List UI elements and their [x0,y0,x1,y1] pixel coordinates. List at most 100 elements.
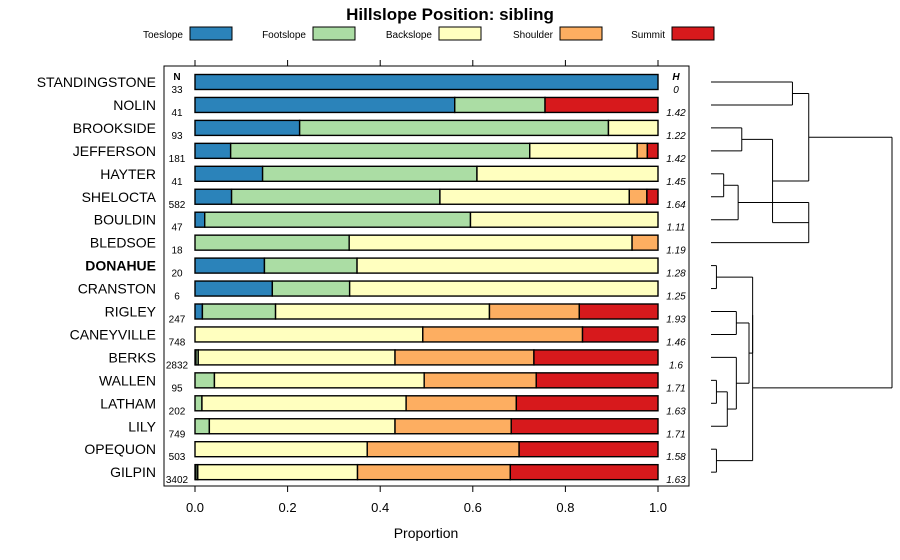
bar-segment-backslope [274,303,491,320]
bar-segment-shoulder [366,441,520,458]
bar-segment-footslope [271,280,351,297]
h-value: 1.58 [666,452,686,463]
bar-segment-footslope [194,418,211,435]
bar-segment-summit [509,463,659,481]
n-value: 47 [171,223,183,234]
legend: Toeslope Footslope Backslope Shoulder Summit [143,26,715,41]
h-value: 1.63 [666,406,686,417]
n-header: N [173,72,180,83]
bar-segment-footslope [263,257,358,274]
n-value: 95 [171,383,183,394]
bar-row-shelocta: SHELOCTA 582 1.64 [82,188,686,211]
bar-row-caneyville: CANEYVILLE 748 1.46 [70,326,686,348]
bar-segment-shoulder [423,372,537,389]
bar-segment-shoulder [394,418,512,435]
row-label: CANEYVILLE [70,326,156,342]
x-axis-label: Proportion [394,525,459,541]
bar-segment-footslope [201,303,277,320]
bar-segment-shoulder [394,349,535,366]
h-value: 1.42 [666,108,686,119]
bar-row-rigley: RIGLEY 247 1.93 [105,303,686,326]
n-value: 749 [169,429,186,440]
bar-segment-backslope [197,463,359,481]
row-label: DONAHUE [85,258,156,274]
plot-area: N H STANDINGSTONE 33 0 NOLIN 41 1.42 BROOKSIDE 93… [37,60,690,515]
bar-segment-summit [646,188,659,205]
bar-segment-shoulder [631,234,659,251]
n-value: 748 [169,337,186,348]
row-label: SHELOCTA [82,189,157,205]
h-value: 1.22 [666,131,686,142]
bar-segment-toeslope [194,188,233,205]
bar-segment-footslope [194,234,350,251]
h-value: 1.25 [666,292,686,303]
bar-segment-summit [518,441,659,458]
n-value: 6 [174,292,180,303]
bar-row-wallen: WALLEN 95 1.71 [99,372,686,394]
bar-segment-footslope [298,119,610,137]
bar-row-lily: LILY 749 1.71 [128,418,686,440]
row-label: BERKS [109,349,156,365]
bar-segment-toeslope [194,165,264,183]
h-value: 1.45 [666,177,686,188]
bar-segment-summit [544,96,659,114]
bar-segment-footslope [454,96,546,114]
legend-label-toeslope: Toeslope [143,30,183,41]
row-label: CRANSTON [78,281,156,297]
n-value: 202 [169,406,186,417]
bar-segment-footslope [261,165,478,183]
row-label: JEFFERSON [73,143,156,159]
row-label: HAYTER [100,166,156,182]
bar-segment-toeslope [194,142,232,160]
legend-swatch-shoulder [559,26,603,41]
x-tick-label: 0.0 [186,500,204,515]
bar-segment-backslope [476,165,659,183]
bar-row-latham: LATHAM 202 1.63 [100,395,686,417]
bar-segment-backslope [197,349,396,366]
bar-segment-shoulder [636,142,649,160]
bar-row-standingstone: STANDINGSTONE 33 0 [37,73,679,96]
row-label: STANDINGSTONE [37,74,156,90]
bar-segment-summit [510,418,659,435]
legend-label-backslope: Backslope [386,30,433,41]
row-label: LILY [128,418,156,434]
n-value: 2832 [166,360,189,371]
bar-segment-toeslope [194,119,301,137]
row-label: BROOKSIDE [73,120,156,136]
h-header: H [672,72,680,83]
bar-segment-toeslope [194,96,456,114]
bar-segment-backslope [348,280,659,297]
n-value: 247 [169,315,186,326]
bar-segment-backslope [194,441,368,458]
bar-segment-backslope [208,418,396,435]
bar-row-nolin: NOLIN 41 1.42 [113,96,686,119]
h-value: 1.19 [666,246,686,257]
legend-swatch-toeslope [189,26,233,41]
legend-label-summit: Summit [631,30,665,41]
chart-title: Hillslope Position: sibling [346,5,554,24]
bar-segment-toeslope [194,211,206,228]
bar-segment-footslope [194,372,216,389]
bar-segment-shoulder [488,303,580,320]
bar-segment-shoulder [422,326,584,343]
x-tick-label: 0.8 [556,500,574,515]
legend-label-shoulder: Shoulder [513,30,554,41]
n-value: 3402 [166,475,189,486]
bar-segment-footslope [194,395,203,412]
h-value: 1.6 [669,360,683,371]
bar-segment-backslope [607,119,659,137]
plot-frame [163,65,690,487]
bar-segment-backslope [439,188,630,205]
bar-segment-shoulder [405,395,518,412]
row-label: WALLEN [99,372,156,388]
bar-segment-backslope [469,211,659,228]
x-tick-label: 0.6 [464,500,482,515]
bar-segment-footslope [230,188,441,205]
dendrogram [711,81,893,473]
bar-segment-summit [535,372,659,389]
h-value: 1.63 [666,475,686,486]
bar-row-donahue: DONAHUE 20 1.28 [85,257,686,280]
row-label: LATHAM [100,395,156,411]
h-value: 1.93 [666,315,686,326]
